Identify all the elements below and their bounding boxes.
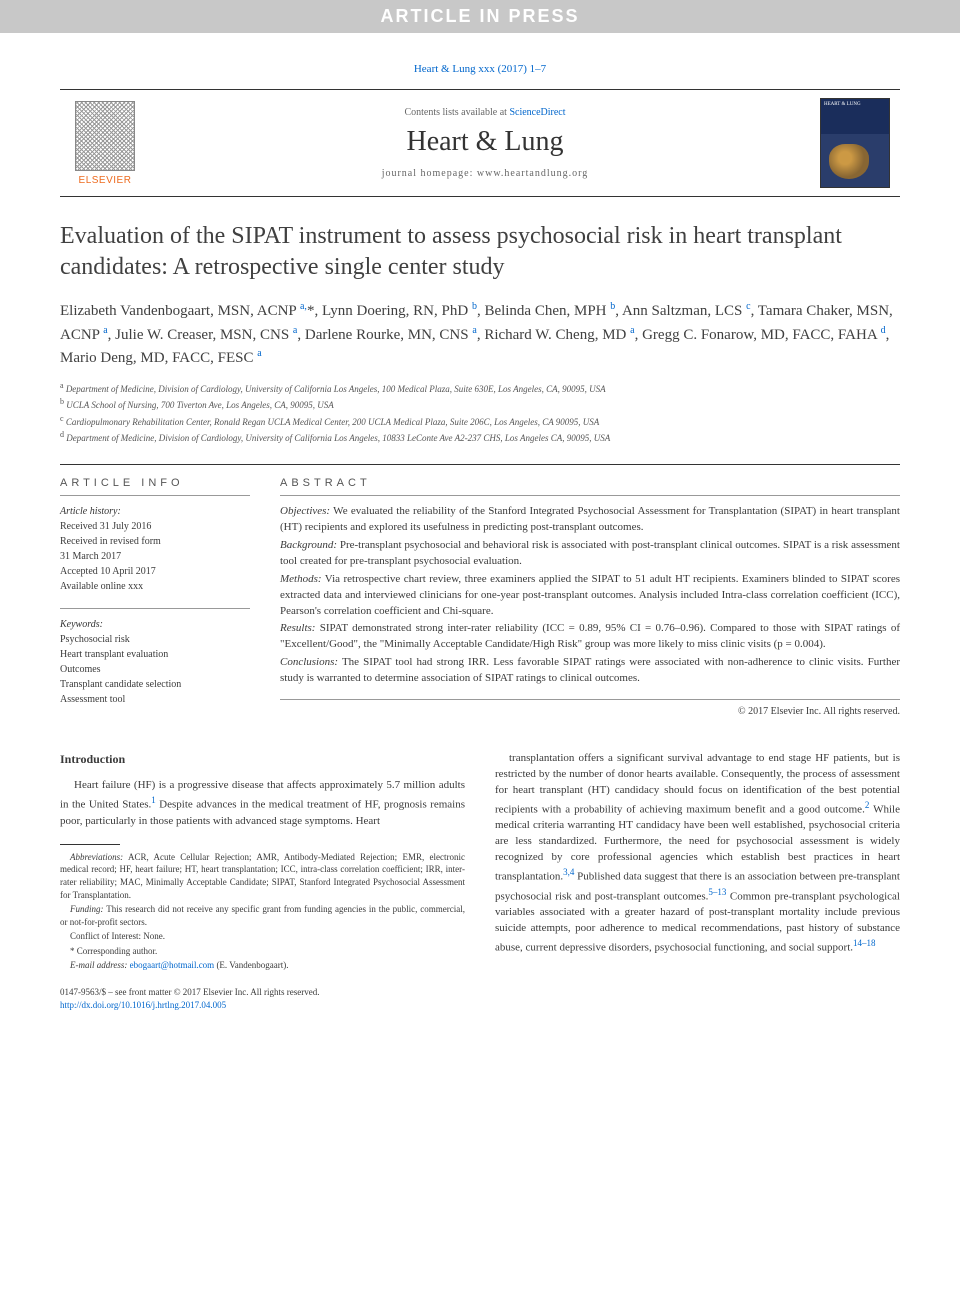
intro-paragraph-left: Heart failure (HF) is a progressive dise… xyxy=(60,778,465,829)
abstract-section: Objectives: We evaluated the reliability… xyxy=(280,504,900,536)
sciencedirect-link[interactable]: ScienceDirect xyxy=(509,107,565,118)
article-title: Evaluation of the SIPAT instrument to as… xyxy=(60,221,900,283)
affiliation-line: a Department of Medicine, Division of Ca… xyxy=(60,380,900,397)
publisher-name: ELSEVIER xyxy=(79,175,132,186)
abstract-section: Conclusions: The SIPAT tool had strong I… xyxy=(280,655,900,687)
keywords-block: Keywords: Psychosocial riskHeart transpl… xyxy=(60,608,250,707)
history-label: Article history: xyxy=(60,504,250,519)
homepage-line: journal homepage: www.heartandlung.org xyxy=(150,168,820,179)
abstract-column: ABSTRACT Objectives: We evaluated the re… xyxy=(280,477,900,721)
publisher-logo-col: ELSEVIER xyxy=(60,101,150,186)
keywords-label: Keywords: xyxy=(60,617,250,632)
history-line: Available online xxx xyxy=(60,579,250,594)
footnote-email: E-mail address: ebogaart@hotmail.com (E.… xyxy=(60,959,465,972)
info-abstract-row: ARTICLE INFO Article history: Received 3… xyxy=(60,464,900,721)
in-press-banner: ARTICLE IN PRESS xyxy=(0,0,960,33)
contents-available-line: Contents lists available at ScienceDirec… xyxy=(150,107,820,118)
cover-label: HEART & LUNG xyxy=(824,102,861,107)
keyword-line: Transplant candidate selection xyxy=(60,677,250,692)
affiliation-line: d Department of Medicine, Division of Ca… xyxy=(60,429,900,446)
funding-text: This research did not receive any specif… xyxy=(60,904,465,927)
article-history-block: Article history: Received 31 July 2016Re… xyxy=(60,504,250,594)
funding-label: Funding: xyxy=(70,904,104,914)
history-line: 31 March 2017 xyxy=(60,549,250,564)
article-info-column: ARTICLE INFO Article history: Received 3… xyxy=(60,477,250,721)
body-text-columns: Introduction Heart failure (HF) is a pro… xyxy=(60,751,900,1011)
page-content: Heart & Lung xxx (2017) 1–7 ELSEVIER Con… xyxy=(0,33,960,1041)
footnote-abbreviations: Abbreviations: ACR, Acute Cellular Rejec… xyxy=(60,851,465,901)
history-line: Received in revised form xyxy=(60,534,250,549)
article-info-heading: ARTICLE INFO xyxy=(60,477,250,496)
intro-paragraph-right: transplantation offers a significant sur… xyxy=(495,751,900,957)
footnote-rule xyxy=(60,844,120,845)
abstract-section: Results: SIPAT demonstrated strong inter… xyxy=(280,621,900,653)
abstract-heading: ABSTRACT xyxy=(280,477,900,496)
homepage-prefix: journal homepage: xyxy=(382,168,477,179)
affiliation-list: a Department of Medicine, Division of Ca… xyxy=(60,380,900,446)
journal-header: ELSEVIER Contents lists available at Sci… xyxy=(60,89,900,197)
issn-doi-block: 0147-9563/$ – see front matter © 2017 El… xyxy=(60,986,465,1011)
issn-line: 0147-9563/$ – see front matter © 2017 El… xyxy=(60,986,465,999)
abstract-section: Methods: Via retrospective chart review,… xyxy=(280,572,900,620)
keyword-line: Heart transplant evaluation xyxy=(60,647,250,662)
body-column-right: transplantation offers a significant sur… xyxy=(495,751,900,1011)
doi-link[interactable]: http://dx.doi.org/10.1016/j.hrtlng.2017.… xyxy=(60,1000,226,1010)
abbrev-label: Abbreviations: xyxy=(70,852,123,862)
elsevier-tree-icon xyxy=(75,101,135,171)
author-list: Elizabeth Vandenbogaart, MSN, ACNP a,*, … xyxy=(60,299,900,370)
body-column-left: Introduction Heart failure (HF) is a pro… xyxy=(60,751,465,1011)
history-line: Received 31 July 2016 xyxy=(60,519,250,534)
email-label: E-mail address: xyxy=(70,960,127,970)
keyword-line: Psychosocial risk xyxy=(60,632,250,647)
corresponding-email-link[interactable]: ebogaart@hotmail.com xyxy=(130,960,215,970)
contents-prefix: Contents lists available at xyxy=(404,107,509,118)
journal-cover-col: HEART & LUNG xyxy=(820,98,900,188)
affiliation-line: b UCLA School of Nursing, 700 Tiverton A… xyxy=(60,396,900,413)
journal-cover-thumbnail: HEART & LUNG xyxy=(820,98,890,188)
header-center: Contents lists available at ScienceDirec… xyxy=(150,107,820,179)
journal-title: Heart & Lung xyxy=(150,126,820,158)
keyword-line: Assessment tool xyxy=(60,692,250,707)
keyword-line: Outcomes xyxy=(60,662,250,677)
history-line: Accepted 10 April 2017 xyxy=(60,564,250,579)
footnotes-block: Abbreviations: ACR, Acute Cellular Rejec… xyxy=(60,851,465,972)
footnote-coi: Conflict of Interest: None. xyxy=(60,930,465,943)
abstract-body: Objectives: We evaluated the reliability… xyxy=(280,504,900,700)
footnote-funding: Funding: This research did not receive a… xyxy=(60,903,465,928)
affiliation-line: c Cardiopulmonary Rehabilitation Center,… xyxy=(60,413,900,430)
abstract-section: Background: Pre-transplant psychosocial … xyxy=(280,538,900,570)
homepage-url: www.heartandlung.org xyxy=(477,168,588,179)
email-attribution: (E. Vandenbogaart). xyxy=(216,960,288,970)
introduction-heading: Introduction xyxy=(60,751,465,768)
footnote-corresponding: * Corresponding author. xyxy=(60,945,465,958)
abstract-copyright: © 2017 Elsevier Inc. All rights reserved… xyxy=(280,706,900,717)
citation-line: Heart & Lung xxx (2017) 1–7 xyxy=(60,63,900,75)
